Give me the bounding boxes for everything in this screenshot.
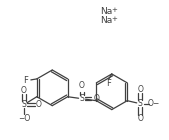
- Text: O: O: [137, 85, 143, 94]
- Text: +: +: [112, 7, 118, 13]
- Text: Na: Na: [100, 16, 112, 25]
- Text: S: S: [80, 94, 84, 103]
- Text: O: O: [21, 86, 27, 95]
- Text: Na: Na: [100, 7, 112, 16]
- Text: O: O: [94, 94, 100, 103]
- Text: O: O: [137, 114, 143, 122]
- Text: F: F: [106, 79, 111, 88]
- Text: O: O: [35, 100, 41, 109]
- Text: S: S: [21, 100, 26, 109]
- Text: O−: O−: [148, 99, 160, 108]
- Text: −O: −O: [18, 114, 30, 123]
- Text: +: +: [112, 16, 118, 22]
- Text: O: O: [79, 81, 85, 90]
- Text: F: F: [23, 76, 28, 85]
- Text: S: S: [138, 99, 142, 108]
